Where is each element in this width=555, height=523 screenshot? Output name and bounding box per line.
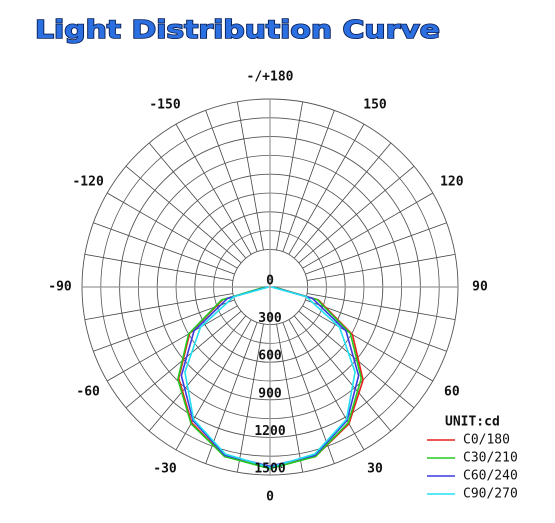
legend-title: UNIT:cd: [445, 415, 500, 430]
theta-tick-label: -150: [149, 98, 180, 113]
theta-tick-label: -120: [72, 175, 103, 190]
curve: [177, 286, 363, 470]
r-tick-label: 300: [258, 311, 282, 326]
curve: [184, 286, 356, 469]
theta-tick-label: 30: [367, 461, 383, 476]
theta-tick-label: -90: [48, 280, 72, 295]
theta-tick-label: 150: [363, 98, 387, 113]
curve: [180, 286, 360, 468]
r-tick-label: 1200: [254, 424, 285, 439]
legend-label: C0/180: [463, 433, 510, 448]
polar-grid: [81, 98, 459, 476]
legend-label: C30/210: [463, 451, 518, 466]
theta-tick-label: -30: [153, 461, 177, 476]
legend-label: C90/270: [463, 487, 518, 502]
theta-tick-label: 90: [472, 280, 488, 295]
theta-tick-label: 120: [440, 175, 464, 190]
r-tick-label: 0: [266, 274, 274, 289]
theta-tick-label: -/+180: [247, 70, 294, 85]
theta-tick-label: 0: [266, 490, 274, 505]
chart-title: Light Distribution Curve: [35, 15, 440, 44]
r-tick-label: 900: [258, 386, 282, 401]
legend-label: C60/240: [463, 469, 518, 484]
r-tick-label: 600: [258, 349, 282, 364]
theta-tick-label: -60: [76, 385, 100, 400]
theta-tick-label: 60: [444, 385, 460, 400]
r-tick-label: 1500: [254, 462, 285, 477]
labels: 030060090012001500-/+1801501209060300-30…: [48, 70, 518, 505]
curves: [177, 286, 364, 470]
